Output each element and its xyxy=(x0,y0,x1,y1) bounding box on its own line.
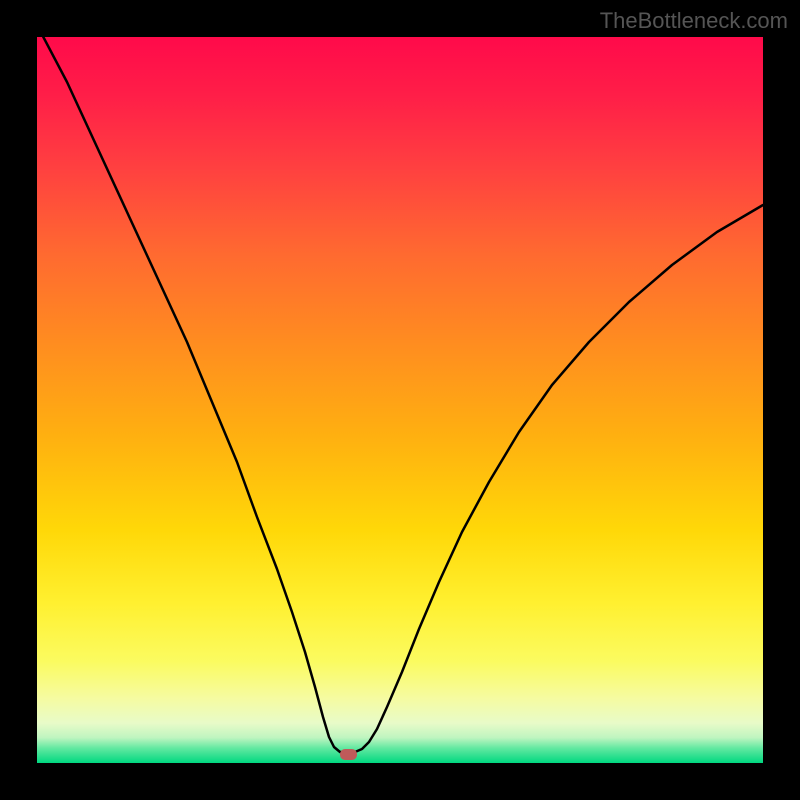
optimum-marker xyxy=(340,749,357,760)
plot-svg xyxy=(37,37,763,763)
figure-container: TheBottleneck.com xyxy=(0,0,800,800)
watermark-text: TheBottleneck.com xyxy=(600,8,788,34)
plot-area xyxy=(37,37,763,763)
gradient-background xyxy=(37,37,763,763)
